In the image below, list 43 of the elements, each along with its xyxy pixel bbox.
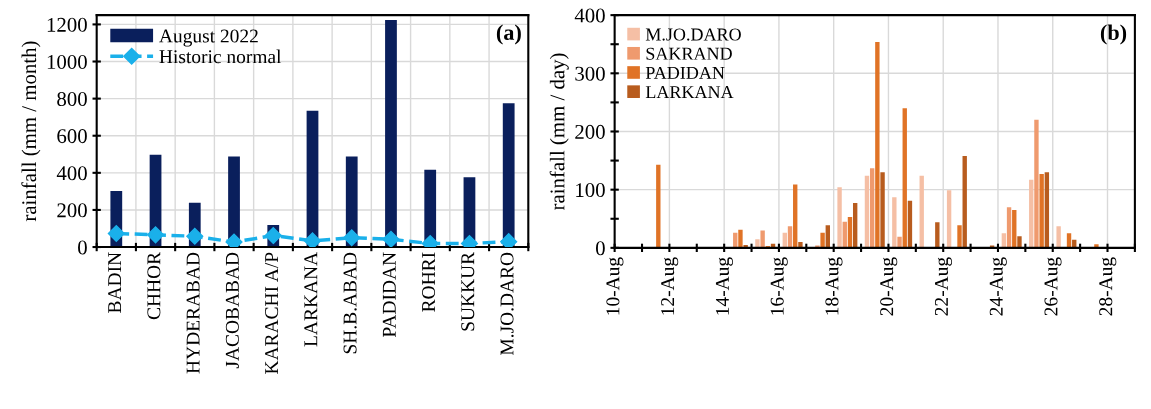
y-axis-title: rainfall (mm / day) — [549, 53, 569, 211]
y-tick-label: 100 — [576, 183, 605, 198]
x-tick-label: HYDERABAD — [186, 252, 200, 374]
y-tick-label: 0 — [595, 241, 605, 256]
legend-label: PADIDAN — [645, 66, 725, 79]
annotation: (b) — [1100, 24, 1127, 45]
x-tick-label: LARKANA — [304, 252, 318, 347]
x-tick-label: PADIDAN — [382, 252, 396, 338]
y-tick-label: 200 — [575, 124, 605, 139]
x-tick-label: 24-Aug — [989, 257, 1007, 316]
legend-label: LARKANA — [645, 86, 734, 98]
x-tick-label: M.JO.DARO — [500, 252, 514, 356]
y-tick-label: 300 — [575, 66, 605, 81]
y-tick-label: 600 — [57, 129, 87, 144]
x-tick-label: CHHOR — [147, 251, 161, 320]
x-tick-label: SH.B.ABAD — [343, 252, 357, 354]
x-tick-label: 14-Aug — [715, 257, 733, 315]
legend-label: Historic normal — [159, 49, 282, 64]
x-tick-label: ROHRI — [422, 252, 436, 312]
x-tick-label: 26-Aug — [1044, 257, 1062, 316]
x-tick-label: 22-Aug — [934, 257, 953, 316]
x-tick-label: KARACHI A/P — [265, 252, 279, 374]
x-tick-label: 12-Aug — [661, 257, 679, 315]
x-tick-label: SUKKUR — [461, 251, 475, 331]
y-tick-label: 1000 — [47, 54, 87, 69]
x-tick-label: BADIN — [108, 252, 122, 313]
y-tick-label: 1200 — [47, 17, 87, 32]
y-axis-title: rainfall (mm / month) — [21, 41, 41, 222]
x-tick-label: JACOBABAD — [225, 252, 239, 369]
y-tick-label: 200 — [57, 203, 87, 218]
y-tick-label: 400 — [574, 8, 605, 23]
y-tick-label: 0 — [78, 240, 87, 255]
y-tick-label: 400 — [56, 166, 87, 181]
annotation: (a) — [496, 24, 521, 45]
x-tick-label: 16-Aug — [770, 257, 788, 315]
legend-label: M.JO.DARO — [645, 28, 741, 41]
x-tick-label: 10-Aug — [606, 257, 624, 315]
legend-label: August 2022 — [159, 29, 258, 47]
x-tick-label: 28-Aug — [1099, 257, 1117, 316]
y-tick-label: 800 — [57, 91, 87, 107]
legend-label: SAKRAND — [646, 47, 732, 60]
x-tick-label: 18-Aug — [825, 257, 843, 315]
x-tick-label: 20-Aug — [880, 257, 898, 316]
